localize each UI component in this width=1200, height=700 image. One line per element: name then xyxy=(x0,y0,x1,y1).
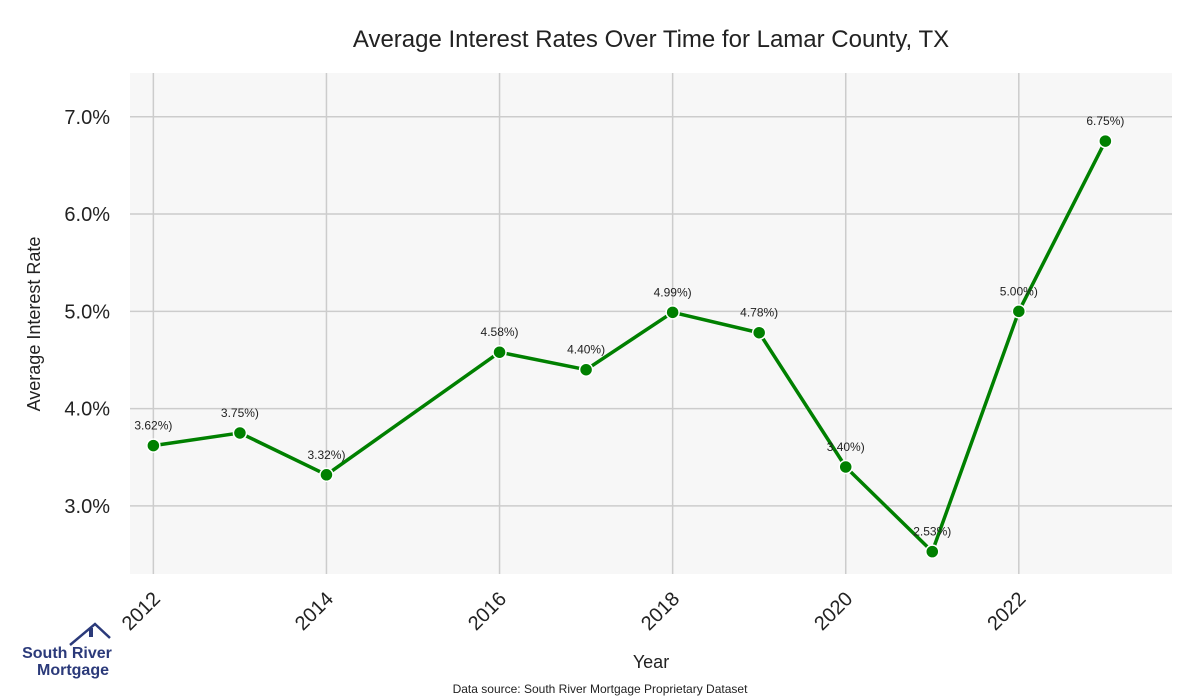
data-label: 6.75%) xyxy=(1086,114,1124,128)
logo-line-1: South River xyxy=(22,645,112,662)
y-tick-label: 7.0% xyxy=(64,107,110,129)
data-point xyxy=(838,459,853,475)
data-point xyxy=(492,344,507,360)
plot-background xyxy=(130,73,1172,574)
y-tick-label: 3.0% xyxy=(64,496,110,518)
y-axis-label: Average Interest Rate xyxy=(24,237,44,412)
data-point xyxy=(146,438,161,453)
data-label: 3.75%) xyxy=(221,406,259,420)
x-tick-label: 2022 xyxy=(983,588,1030,635)
data-point xyxy=(1011,304,1027,319)
logo-line-2: Mortgage xyxy=(37,662,109,679)
x-tick-label: 2014 xyxy=(291,588,338,635)
data-label: 2.53%) xyxy=(913,525,951,539)
data-labels: 3.62%) 3.75%) 3.32%) 4.58%) 4.40%) 4.99%) 4.78… xyxy=(134,114,1124,539)
y-tick-label: 5.0% xyxy=(64,301,110,323)
data-label: 3.40%) xyxy=(827,440,865,454)
data-point xyxy=(665,305,680,320)
x-tick-label: 2018 xyxy=(637,588,684,635)
data-points xyxy=(146,133,1113,559)
x-tick-label: 2016 xyxy=(464,588,511,635)
chart-title: Average Interest Rates Over Time for Lam… xyxy=(353,26,949,53)
data-point xyxy=(232,425,248,441)
data-point xyxy=(925,544,940,559)
y-tick-label: 4.0% xyxy=(64,399,110,421)
x-axis-ticks: 2012 2014 2016 2018 2020 2022 xyxy=(118,588,1030,635)
data-label: 4.78%) xyxy=(740,306,778,320)
data-point xyxy=(578,362,594,377)
data-label: 4.40%) xyxy=(567,343,605,357)
data-label: 3.32%) xyxy=(307,448,345,462)
data-label: 4.99%) xyxy=(654,285,692,299)
y-axis-ticks: 3.0% 4.0% 5.0% 6.0% 7.0% xyxy=(64,107,110,518)
data-point xyxy=(751,325,767,340)
data-point xyxy=(1098,133,1113,149)
grid-lines xyxy=(130,73,1172,574)
house-icon xyxy=(69,622,111,646)
data-label: 5.00%) xyxy=(1000,284,1038,298)
x-tick-label: 2012 xyxy=(118,588,165,635)
logo: South River Mortgage xyxy=(22,622,112,679)
x-tick-label: 2020 xyxy=(810,588,857,635)
x-axis-label: Year xyxy=(633,652,669,672)
data-label: 4.58%) xyxy=(481,325,519,339)
source-note: Data source: South River Mortgage Propri… xyxy=(453,682,748,696)
y-tick-label: 6.0% xyxy=(64,204,110,226)
data-point xyxy=(319,467,334,483)
data-label: 3.62%) xyxy=(134,419,172,433)
